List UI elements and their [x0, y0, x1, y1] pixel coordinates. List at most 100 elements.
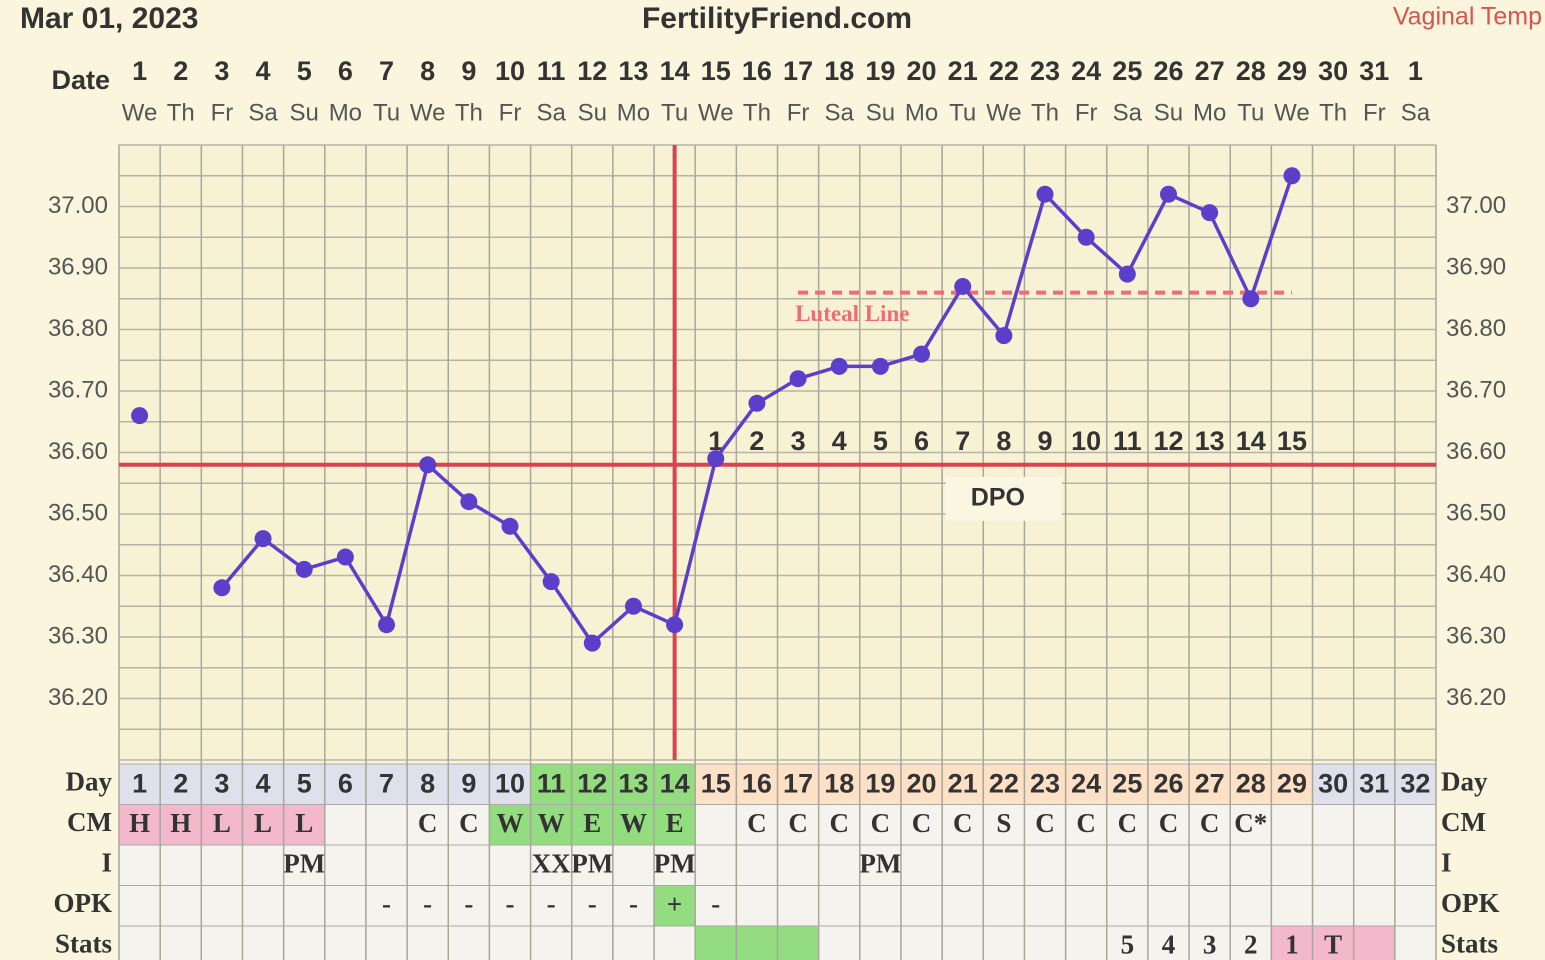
temp-point	[501, 517, 519, 535]
temp-point	[913, 345, 931, 363]
day-number: 12	[577, 768, 607, 798]
cell-text: W	[538, 808, 565, 838]
day-number: 19	[865, 768, 895, 798]
date-label: 24	[1071, 56, 1101, 86]
weekday-label: Th	[167, 99, 195, 126]
temp-point	[419, 456, 437, 474]
row-cell	[1147, 885, 1190, 927]
cell-text: C	[747, 808, 767, 838]
date-label: 18	[824, 56, 854, 86]
row-label: OPK	[54, 888, 113, 918]
y2-tick-label: 36.60	[1446, 438, 1506, 465]
day-cell	[447, 763, 490, 805]
day-number: 27	[1195, 768, 1225, 798]
cell-text: C	[418, 808, 438, 838]
temp-point	[1036, 185, 1054, 203]
cell-text: W	[496, 808, 523, 838]
row-cell	[818, 804, 861, 846]
cell-text: C	[1200, 808, 1220, 838]
row-cell	[1023, 804, 1067, 846]
day-number: 17	[783, 768, 813, 798]
row-label: Stats	[55, 928, 112, 958]
row-label: Day	[1441, 766, 1488, 796]
dpo-number: 4	[832, 426, 847, 456]
day-number: 11	[537, 768, 566, 798]
row-cell	[982, 844, 1025, 886]
cell-text: C	[1076, 808, 1096, 838]
row-cell	[694, 804, 737, 846]
dpo-number: 14	[1236, 426, 1266, 456]
weekday-label: Th	[455, 99, 483, 126]
dpo-number: 7	[955, 426, 970, 456]
cell-text: C	[912, 808, 932, 838]
row-cell	[1065, 885, 1108, 927]
row-cell	[488, 844, 532, 886]
temp-type: Vaginal Temp	[1393, 3, 1542, 31]
weekday-label: We	[1274, 99, 1310, 126]
date-label: Date	[51, 65, 110, 95]
row-cell	[612, 925, 655, 960]
y2-tick-label: 36.80	[1446, 315, 1506, 342]
y-tick-label: 36.20	[48, 684, 108, 711]
weekday-label: Fr	[211, 99, 234, 126]
cell-text: C	[1118, 808, 1138, 838]
cell-text: -	[629, 889, 638, 919]
row-cell	[777, 885, 820, 927]
row-cell	[1106, 804, 1149, 846]
date-label: 12	[577, 56, 607, 86]
date-label: 11	[537, 56, 566, 86]
cell-text: 4	[1162, 929, 1176, 959]
temp-point	[131, 407, 149, 425]
temp-point	[624, 597, 642, 615]
y2-tick-label: 36.90	[1446, 253, 1506, 280]
row-cell	[530, 885, 573, 927]
row-cell	[941, 885, 984, 927]
day-number: 10	[495, 768, 525, 798]
day-number: 24	[1071, 768, 1101, 798]
row-cell	[818, 885, 861, 927]
row-cell	[200, 885, 243, 927]
date-label: 15	[701, 56, 731, 86]
cell-text: C	[871, 808, 891, 838]
cell-text: -	[547, 889, 556, 919]
row-cell	[488, 804, 532, 846]
temp-point	[1118, 265, 1136, 283]
row-cell	[1065, 804, 1108, 846]
temp-point	[995, 327, 1013, 345]
day-number: 30	[1318, 768, 1348, 798]
day-cell	[530, 763, 573, 805]
row-cell	[900, 885, 943, 927]
weekday-label: Th	[1031, 99, 1059, 126]
row-cell	[1312, 885, 1355, 927]
row-cell	[571, 804, 614, 846]
row-label: CM	[1441, 807, 1486, 837]
row-cell	[653, 804, 696, 846]
row-cell	[1229, 844, 1272, 886]
row-cell	[653, 925, 696, 960]
weekday-label: Mo	[905, 99, 938, 126]
day-number: 1	[132, 768, 147, 798]
cell-text: E	[666, 808, 684, 838]
date-label: 21	[948, 56, 978, 86]
row-cell	[406, 804, 449, 846]
temp-point	[871, 357, 889, 375]
temp-point	[542, 573, 560, 591]
date-label: 6	[338, 56, 353, 86]
row-cell	[159, 925, 202, 960]
row-cell	[1106, 844, 1149, 886]
row-cell	[653, 844, 696, 886]
y-tick-label: 36.40	[48, 561, 108, 588]
day-number: 3	[214, 768, 229, 798]
day-number: 9	[461, 768, 476, 798]
temp-point	[254, 530, 272, 548]
row-cell	[283, 925, 326, 960]
row-cell	[1394, 804, 1437, 846]
chart-date: Mar 01, 2023	[20, 2, 198, 35]
cell-text: -	[505, 889, 514, 919]
row-cell	[1394, 925, 1437, 960]
weekday-label: Sa	[825, 99, 855, 126]
row-cell	[941, 804, 984, 846]
row-cell	[324, 804, 367, 846]
row-cell	[1023, 925, 1067, 960]
weekday-label: Tu	[661, 99, 688, 126]
